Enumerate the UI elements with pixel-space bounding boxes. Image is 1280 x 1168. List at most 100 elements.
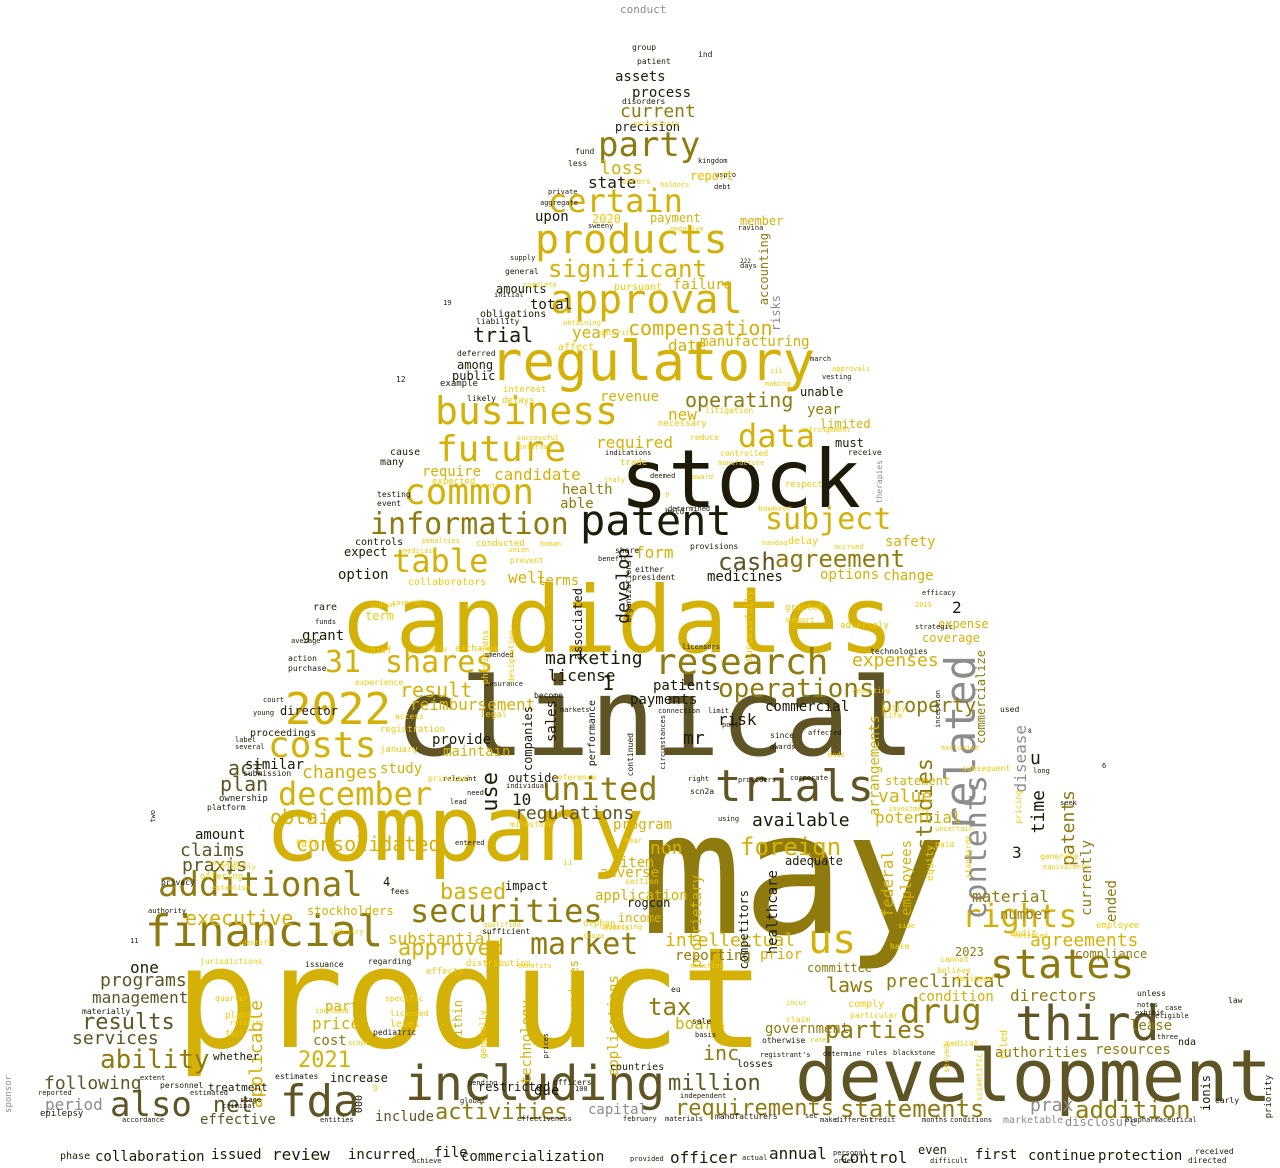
cloud-word: materially [82, 1007, 131, 1016]
cloud-word: government [765, 1021, 850, 1037]
cloud-word: due [534, 1083, 560, 1099]
cloud-word: ended [1104, 880, 1120, 923]
cloud-word: operations [718, 674, 875, 704]
cloud-word: pursuant [614, 282, 663, 293]
cloud-word: provided [630, 1155, 664, 1163]
cloud-word: general [505, 267, 539, 276]
cloud-word: 8 [1028, 728, 1032, 735]
cloud-word: healthcare [765, 870, 781, 955]
cloud-word: using [718, 815, 740, 823]
cloud-word: standards [964, 835, 973, 879]
cloud-word: affect [558, 342, 595, 353]
cloud-word: employee [1096, 921, 1140, 931]
cloud-word: years [572, 323, 621, 342]
cloud-word: cause [390, 447, 421, 458]
cloud-word: million [668, 1071, 761, 1096]
cloud-word: issued [211, 1147, 262, 1163]
cloud-word: including [405, 1056, 666, 1112]
cloud-word: materials [665, 1115, 703, 1123]
cloud-word: prices [542, 1033, 550, 1059]
cloud-word: intellectual [665, 930, 796, 951]
cloud-word: changes [302, 762, 378, 783]
cloud-word: regulations [515, 803, 635, 824]
cloud-word: potential [875, 808, 962, 827]
cloud-word: prior [760, 947, 803, 963]
cloud-word: licensed [390, 1009, 429, 1018]
cloud-word: deemed [650, 472, 676, 480]
cloud-word: must [835, 436, 864, 450]
cloud-word: bear [625, 837, 642, 845]
cloud-word: pricing [1014, 790, 1023, 824]
cloud-word: cash [718, 548, 776, 576]
cloud-word: biopharmaceutical [1125, 1116, 1197, 1124]
cloud-word: officers [553, 1078, 592, 1087]
cloud-word: within [451, 1000, 465, 1044]
cloud-word: laws [826, 973, 875, 997]
cloud-word: property [880, 693, 977, 717]
cloud-word: aggregate [540, 199, 578, 207]
cloud-word: material [972, 887, 1050, 906]
cloud-word: side [898, 922, 915, 930]
cloud-word: obtaining [563, 319, 601, 327]
cloud-word: year [807, 402, 841, 418]
cloud-word: identify [238, 939, 272, 947]
cloud-word: order [834, 1157, 856, 1165]
cloud-word: february [623, 1115, 657, 1123]
cloud-word: actual [742, 1154, 768, 1162]
cloud-word: sec [805, 1112, 818, 1120]
cloud-word: successful [517, 434, 560, 442]
cloud-word: 4 [383, 875, 391, 889]
cloud-word: provide [432, 732, 492, 748]
cloud-word: private [548, 188, 578, 196]
cloud-word: eu [671, 985, 681, 994]
cloud-word: coverage [922, 631, 980, 645]
cloud-word: vesting [822, 373, 852, 381]
cloud-word: holders [660, 181, 690, 189]
cloud-word: three [1157, 1033, 1179, 1041]
cloud-word: expenses [852, 650, 939, 671]
cloud-word: effects [426, 967, 464, 977]
cloud-word: testing [377, 490, 411, 499]
cloud-word: likely [467, 394, 496, 403]
cloud-word: personal [833, 1149, 867, 1157]
cloud-word: limit [708, 707, 730, 715]
cloud-word: 2021 [298, 1048, 351, 1073]
cloud-word: required [596, 433, 674, 452]
cloud-word: case [1165, 1004, 1182, 1012]
cloud-word: equity [925, 845, 936, 882]
cloud-word: lead [450, 798, 467, 806]
cloud-word: result [400, 678, 473, 702]
cloud-word: 222 [740, 258, 751, 265]
cloud-word: post [722, 721, 739, 729]
cloud-word: collaborators [408, 577, 487, 588]
cloud-word: regarding [368, 957, 412, 966]
cloud-word: non [650, 838, 683, 859]
cloud-word: uspto [715, 171, 737, 179]
cloud-word: 10 [512, 790, 532, 809]
cloud-word: file [434, 1145, 468, 1161]
cloud-word: exchange [455, 644, 499, 654]
cloud-word: payment [650, 211, 701, 225]
cloud-word: affected [808, 729, 842, 737]
cloud-word: epilepsy [40, 1109, 84, 1119]
cloud-word: establish [212, 884, 250, 892]
cloud-word: committee [807, 961, 873, 975]
cloud-word: accounting [757, 233, 771, 306]
cloud-word: available [752, 810, 850, 831]
cloud-word: period [45, 1095, 103, 1114]
cloud-word: current [620, 101, 696, 122]
cloud-word: indications [605, 449, 652, 457]
cloud-word: significant [548, 255, 707, 283]
cloud-word: include [375, 1109, 435, 1125]
cloud-word: rare [313, 602, 338, 613]
cloud-word: 2020 [592, 212, 621, 226]
cloud-word: currently [1079, 840, 1095, 916]
cloud-word: officer [670, 1148, 738, 1167]
cloud-word: executive [185, 906, 294, 930]
cloud-word: 12 [396, 375, 406, 384]
cloud-word: expected [432, 477, 476, 487]
cloud-word: section [625, 877, 659, 886]
cloud-word: accordance [122, 1116, 165, 1124]
cloud-word: patent [580, 496, 732, 545]
